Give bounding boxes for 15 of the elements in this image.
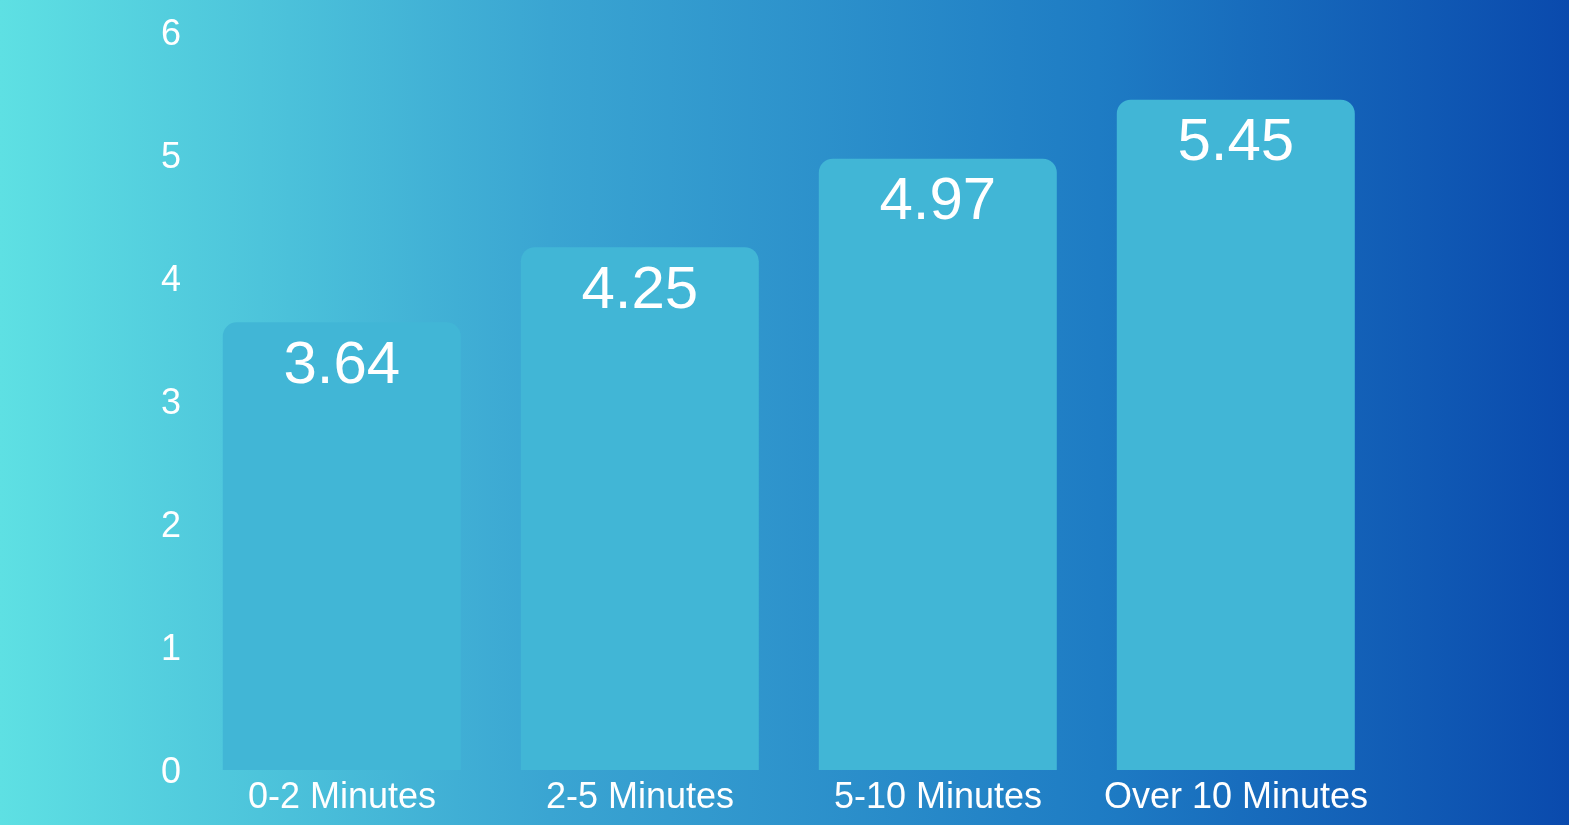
- data-label: 4.25: [581, 253, 699, 321]
- y-tick-label: 3: [160, 380, 181, 422]
- y-tick-label: 1: [160, 626, 181, 668]
- y-tick-label: 5: [160, 134, 181, 176]
- y-tick-label: 6: [160, 11, 181, 53]
- y-tick-label: 4: [160, 257, 181, 299]
- y-tick-label: 0: [160, 749, 181, 791]
- x-tick-label: 5-10 Minutes: [833, 774, 1043, 816]
- data-label: 4.97: [879, 165, 997, 233]
- x-tick-label: 0-2 Minutes: [247, 774, 437, 816]
- x-tick-label: 2-5 Minutes: [545, 774, 735, 816]
- y-tick-label: 2: [160, 503, 181, 545]
- data-label: 5.45: [1177, 106, 1295, 174]
- data-label: 3.64: [283, 328, 401, 396]
- x-tick-label: Over 10 Minutes: [1103, 774, 1369, 816]
